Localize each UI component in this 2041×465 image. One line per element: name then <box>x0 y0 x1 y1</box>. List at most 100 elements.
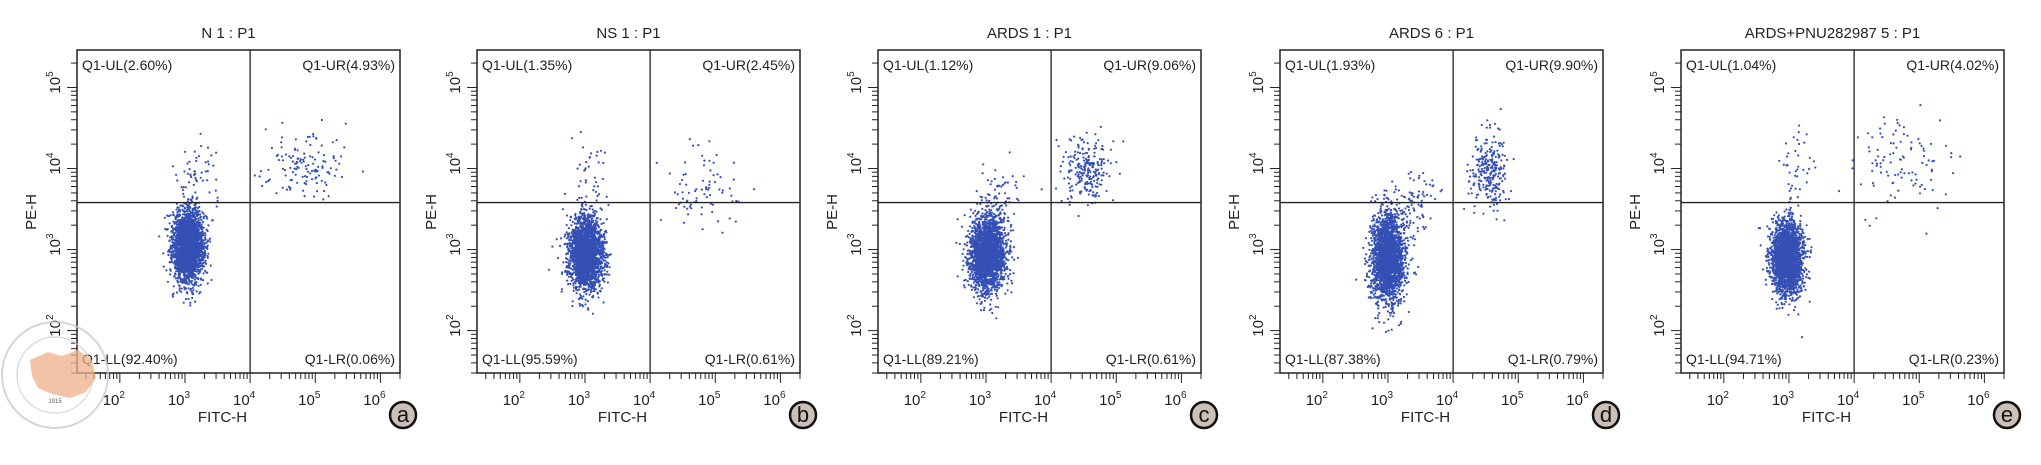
data-point <box>259 175 261 177</box>
data-point <box>294 149 296 151</box>
data-point <box>318 151 320 153</box>
data-point <box>336 139 338 141</box>
data-point <box>184 217 186 219</box>
data-point <box>596 253 598 255</box>
data-point <box>184 231 186 233</box>
data-point <box>192 293 194 295</box>
data-point <box>176 291 178 293</box>
data-point <box>193 254 195 256</box>
data-point <box>202 180 204 182</box>
data-point <box>580 208 582 210</box>
data-point <box>206 246 208 248</box>
data-point <box>210 154 212 156</box>
data-point <box>582 256 584 258</box>
data-point <box>604 238 606 240</box>
data-point <box>569 242 571 244</box>
data-point <box>169 273 171 275</box>
data-point <box>170 245 172 247</box>
data-point <box>334 175 336 177</box>
data-point <box>300 162 302 164</box>
data-point <box>579 251 581 253</box>
data-point <box>312 135 314 137</box>
data-point <box>199 265 201 267</box>
data-point <box>335 169 337 171</box>
data-point <box>590 286 592 288</box>
data-point <box>186 162 188 164</box>
data-point <box>330 167 332 169</box>
data-point <box>181 257 183 259</box>
data-point <box>296 161 298 163</box>
data-point <box>317 166 319 168</box>
data-point <box>570 216 572 218</box>
data-point <box>557 257 559 259</box>
data-point <box>595 275 597 277</box>
data-point <box>588 224 590 226</box>
data-point <box>200 284 202 286</box>
data-point <box>172 250 174 252</box>
data-point <box>341 176 343 178</box>
data-point <box>192 250 194 252</box>
data-point <box>333 155 335 157</box>
data-point <box>189 302 191 304</box>
data-point <box>195 206 197 208</box>
data-point <box>191 283 193 285</box>
data-point <box>566 245 568 247</box>
data-point <box>606 218 608 220</box>
data-point <box>602 279 604 281</box>
data-point <box>202 221 204 223</box>
data-point <box>193 275 195 277</box>
data-point <box>190 235 192 237</box>
data-point <box>188 279 190 281</box>
data-point <box>600 290 602 292</box>
data-point <box>193 184 195 186</box>
data-point <box>183 288 185 290</box>
data-point <box>191 262 193 264</box>
data-point <box>565 261 567 263</box>
data-point <box>586 269 588 271</box>
data-point <box>566 224 568 226</box>
data-point <box>567 283 569 285</box>
data-point <box>183 262 185 264</box>
data-point <box>200 225 202 227</box>
data-point <box>561 273 563 275</box>
data-point <box>180 239 182 241</box>
y-tick-label: 104 <box>45 152 64 175</box>
data-point <box>574 229 576 231</box>
data-point <box>261 185 263 187</box>
data-point <box>275 192 277 194</box>
data-point <box>290 157 292 159</box>
data-point <box>362 170 364 172</box>
data-point <box>211 219 213 221</box>
data-point <box>182 260 184 262</box>
data-point <box>194 279 196 281</box>
x-tick-label: 106 <box>363 390 386 409</box>
data-point <box>325 184 327 186</box>
data-point <box>291 179 293 181</box>
data-point <box>595 199 597 201</box>
data-point <box>311 170 313 172</box>
data-point <box>167 235 169 237</box>
data-point <box>601 287 603 289</box>
data-point <box>595 270 597 272</box>
data-point <box>321 180 323 182</box>
data-point <box>585 293 587 295</box>
data-point <box>311 178 313 180</box>
data-point <box>163 266 165 268</box>
data-point <box>184 257 186 259</box>
data-point <box>603 273 605 275</box>
data-point <box>188 287 190 289</box>
data-point <box>298 167 300 169</box>
data-point <box>195 259 197 261</box>
data-point <box>595 219 597 221</box>
data-point <box>589 278 591 280</box>
data-point <box>217 200 219 202</box>
data-point <box>183 302 185 304</box>
data-point <box>596 195 598 197</box>
data-point <box>205 271 207 273</box>
data-point <box>561 291 563 293</box>
data-point <box>199 233 201 235</box>
data-point <box>587 276 589 278</box>
data-point <box>587 309 589 311</box>
data-point <box>200 177 202 179</box>
data-point <box>200 249 202 251</box>
